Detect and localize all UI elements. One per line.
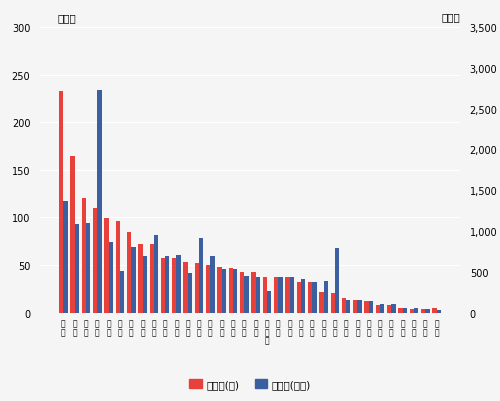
Bar <box>188 274 192 313</box>
Bar <box>432 308 436 313</box>
Text: 项目数: 项目数 <box>58 13 76 23</box>
Bar <box>176 256 181 313</box>
Bar <box>142 257 147 313</box>
Bar <box>93 209 98 313</box>
Bar <box>387 305 392 313</box>
Legend: 项目数(个), 投资额(亿元): 项目数(个), 投资额(亿元) <box>185 375 315 393</box>
Bar <box>312 282 316 313</box>
Bar <box>392 305 396 313</box>
Bar <box>233 269 237 313</box>
Bar <box>301 279 305 313</box>
Bar <box>64 201 68 313</box>
Bar <box>376 305 380 313</box>
Bar <box>240 272 244 313</box>
Bar <box>131 247 136 313</box>
Bar <box>184 263 188 313</box>
Bar <box>206 265 210 313</box>
Bar <box>104 219 108 313</box>
Bar <box>195 263 199 313</box>
Bar <box>127 232 131 313</box>
Bar <box>369 302 373 313</box>
Bar <box>218 267 222 313</box>
Bar <box>296 282 301 313</box>
Bar <box>165 256 170 313</box>
Bar <box>267 292 272 313</box>
Bar <box>98 91 102 313</box>
Bar <box>346 301 350 313</box>
Bar <box>210 257 214 313</box>
Text: 投资额: 投资额 <box>442 12 460 22</box>
Bar <box>161 259 165 313</box>
Bar <box>172 259 176 313</box>
Bar <box>426 310 430 313</box>
Bar <box>319 292 324 313</box>
Bar <box>138 245 142 313</box>
Bar <box>342 298 346 313</box>
Bar <box>358 301 362 313</box>
Bar <box>308 282 312 313</box>
Bar <box>108 242 113 313</box>
Bar <box>120 271 124 313</box>
Bar <box>154 235 158 313</box>
Bar <box>421 309 426 313</box>
Bar <box>150 245 154 313</box>
Bar <box>278 277 282 313</box>
Bar <box>70 156 74 313</box>
Bar <box>364 302 369 313</box>
Bar <box>86 223 90 313</box>
Bar <box>410 309 414 313</box>
Bar <box>414 309 418 313</box>
Bar <box>244 276 248 313</box>
Bar <box>380 305 384 313</box>
Bar <box>330 293 335 313</box>
Bar <box>286 277 290 313</box>
Bar <box>402 308 407 313</box>
Bar <box>353 300 358 313</box>
Bar <box>59 92 64 313</box>
Bar <box>228 268 233 313</box>
Bar <box>199 239 203 313</box>
Bar <box>262 277 267 313</box>
Bar <box>74 225 79 313</box>
Bar <box>398 308 402 313</box>
Bar <box>82 199 86 313</box>
Bar <box>256 277 260 313</box>
Bar <box>335 249 339 313</box>
Bar <box>252 272 256 313</box>
Bar <box>222 269 226 313</box>
Bar <box>290 278 294 313</box>
Bar <box>436 310 441 313</box>
Bar <box>116 222 120 313</box>
Bar <box>274 277 278 313</box>
Bar <box>324 281 328 313</box>
